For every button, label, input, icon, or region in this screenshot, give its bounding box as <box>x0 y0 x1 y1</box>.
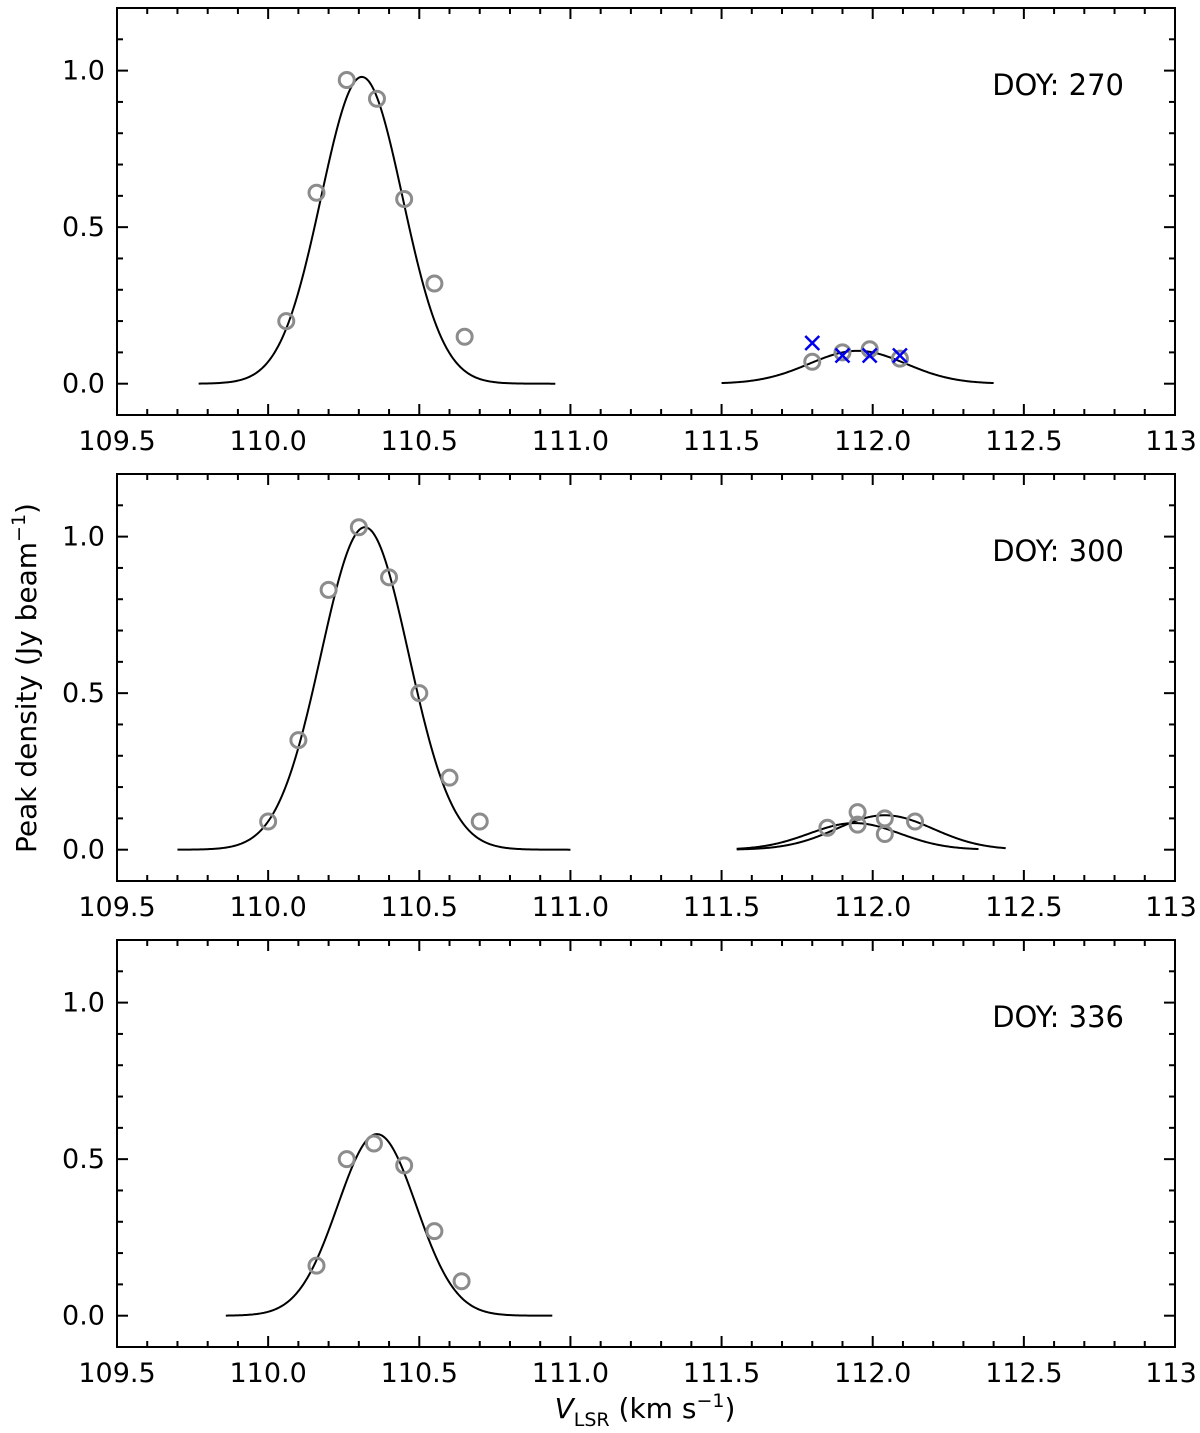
data-point-circle <box>470 812 489 831</box>
data-point-cross <box>834 347 851 364</box>
x-tick-label: 109.5 <box>78 426 155 457</box>
x-tick-label: 109.5 <box>78 1358 155 1389</box>
data-point-circle <box>452 1272 471 1291</box>
data-point-circle <box>875 825 894 844</box>
data-point-cross <box>804 335 821 351</box>
plot-frame <box>116 939 1176 1348</box>
y-tick-label: 0.5 <box>62 1144 105 1175</box>
data-point-circle <box>440 768 459 787</box>
data-point-circle <box>890 349 909 368</box>
x-tick-label: 112.5 <box>985 426 1062 457</box>
panel-doy-300: 109.5 110.0 110.5 111.0 111.5 112.0 112.5 113 0.… <box>62 473 1197 923</box>
y-tick-label: 0.0 <box>62 835 105 866</box>
data-point-circle <box>395 189 414 208</box>
data-point-circle <box>875 809 894 828</box>
x-tick-label: 111.0 <box>532 1358 609 1389</box>
data-point-circle <box>307 183 326 202</box>
data-point-circle <box>818 818 837 837</box>
data-point-circle <box>289 731 308 750</box>
y-tick-label: 0.0 <box>62 1301 105 1332</box>
data-point-circle <box>349 518 368 537</box>
data-point-circle <box>367 89 386 108</box>
x-tick-label: 113 <box>1145 892 1197 923</box>
x-tick-label: 112.0 <box>834 892 911 923</box>
y-tick-label: 0.0 <box>62 369 105 400</box>
x-tick-label: 110.5 <box>381 892 458 923</box>
plot-frame <box>116 473 1176 882</box>
data-point-circle <box>425 1222 444 1241</box>
data-point-circle <box>337 1150 356 1169</box>
x-tick-label: 112.0 <box>834 426 911 457</box>
panel-doy-336: 109.5 110.0 110.5 111.0 111.5 112.0 112.5 113 0.… <box>62 939 1197 1389</box>
gaussian-fit-curve <box>736 822 979 851</box>
y-tick-label: 0.5 <box>62 678 105 709</box>
data-point-circle <box>364 1134 383 1153</box>
data-point-cross <box>861 347 878 364</box>
x-tick-label: 112.5 <box>985 1358 1062 1389</box>
data-point-circle <box>337 71 356 90</box>
x-tick-label: 110.5 <box>381 1358 458 1389</box>
x-tick-label: 111.5 <box>683 892 760 923</box>
x-tick-label: 111.0 <box>532 892 609 923</box>
data-point-cross <box>892 347 908 364</box>
y-axis-title: Peak density (Jy beam−1) <box>8 503 43 853</box>
x-tick-label: 110.0 <box>229 892 306 923</box>
panel-annotation: DOY: 300 <box>992 534 1124 568</box>
data-point-circle <box>848 815 867 834</box>
data-point-circle <box>848 803 867 822</box>
gaussian-fit-curve <box>736 814 1006 851</box>
panel-annotation: DOY: 336 <box>992 1000 1124 1034</box>
y-tick-label: 1.0 <box>62 56 105 87</box>
x-tick-label: 113 <box>1145 1358 1197 1389</box>
gaussian-fit-curve <box>225 1133 553 1317</box>
panel-doy-270: 109.5 110.0 110.5 111.0 111.5 112.0 112.5 113 0.… <box>62 7 1197 457</box>
x-tick-label: 110.0 <box>229 1358 306 1389</box>
data-point-circle <box>319 580 338 599</box>
x-tick-label: 112.5 <box>985 892 1062 923</box>
data-point-circle <box>307 1256 326 1275</box>
data-point-circle <box>455 327 474 346</box>
gaussian-fit-curve <box>177 526 571 851</box>
y-tick-label: 0.5 <box>62 212 105 243</box>
data-point-circle <box>395 1156 414 1175</box>
data-point-circle <box>906 812 925 831</box>
x-tick-label: 111.5 <box>683 1358 760 1389</box>
gaussian-fit-curve <box>721 349 994 385</box>
y-tick-label: 1.0 <box>62 988 105 1019</box>
y-tick-label: 1.0 <box>62 522 105 553</box>
x-tick-label: 112.0 <box>834 1358 911 1389</box>
x-tick-label: 110.5 <box>381 426 458 457</box>
x-axis-title: VLSR (km s−1) <box>555 1390 736 1431</box>
data-point-circle <box>380 568 399 587</box>
x-tick-label: 111.0 <box>532 426 609 457</box>
plot-frame <box>116 7 1176 416</box>
x-tick-label: 109.5 <box>78 892 155 923</box>
data-point-circle <box>425 274 444 293</box>
data-point-circle <box>803 352 822 371</box>
x-tick-label: 110.0 <box>229 426 306 457</box>
x-tick-label: 111.5 <box>683 426 760 457</box>
data-point-circle <box>259 812 278 831</box>
gaussian-fit-curve <box>198 75 556 385</box>
data-point-circle <box>833 343 852 362</box>
data-point-circle <box>410 684 429 703</box>
panel-annotation: DOY: 270 <box>992 68 1124 102</box>
x-tick-label: 113 <box>1145 426 1197 457</box>
data-point-circle <box>277 312 296 331</box>
